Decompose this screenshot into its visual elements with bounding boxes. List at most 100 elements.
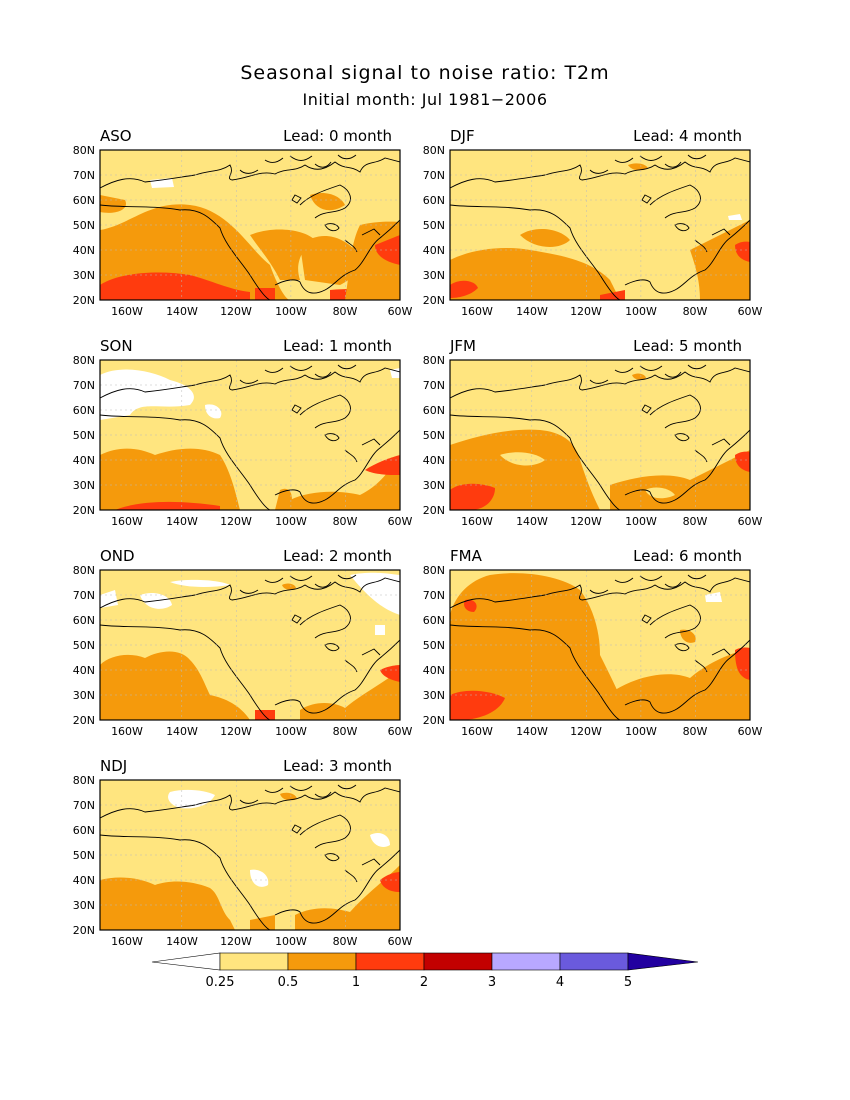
lon-ticks: 160W 140W 120W 100W 80W 60W [111, 515, 412, 528]
colorbar-tick-label: 4 [556, 975, 564, 990]
map-frame [99, 779, 401, 931]
lat-label: 20N [73, 924, 95, 937]
panel-season-label: SON [100, 337, 133, 355]
lon-label: 140W [166, 515, 198, 528]
lat-label: 20N [423, 714, 445, 727]
colorbar-tick-label: 3 [488, 975, 496, 990]
figure-title: Seasonal signal to noise ratio: T2m [240, 62, 610, 84]
panel-season-label: OND [100, 547, 135, 565]
lat-label: 20N [73, 714, 95, 727]
lon-label: 60W [388, 725, 413, 738]
lat-ticks: 80N 70N 60N 50N 40N 30N 20N [423, 564, 445, 727]
lat-label: 30N [423, 269, 445, 282]
panel-lead-label: Lead: 1 month [283, 337, 392, 355]
lon-label: 120W [220, 725, 252, 738]
lat-label: 70N [73, 379, 95, 392]
lat-label: 50N [423, 219, 445, 232]
colorbar-segment [491, 952, 561, 971]
map-frame [99, 149, 401, 301]
grid-lines [450, 570, 750, 720]
lon-ticks: 160W 140W 120W 100W 80W 60W [111, 305, 412, 318]
lon-label: 60W [388, 305, 413, 318]
panel-aso: ASO Lead: 0 month [73, 127, 413, 318]
map-frame [449, 569, 751, 721]
lon-label: 140W [166, 725, 198, 738]
colorbar: 0.25 0.5 1 2 3 4 5 [151, 952, 699, 990]
panel-ond: OND Lead: 2 month [73, 547, 413, 738]
lon-label: 60W [738, 305, 763, 318]
lon-label: 120W [570, 305, 602, 318]
panel-lead-label: Lead: 5 month [633, 337, 742, 355]
lat-label: 70N [423, 379, 445, 392]
panel-son: SON Lead: 1 month [73, 337, 413, 528]
figure-subtitle: Initial month: Jul 1981−2006 [302, 90, 548, 109]
lat-label: 60N [423, 404, 445, 417]
map-frame [99, 359, 401, 511]
lon-label: 100W [625, 725, 657, 738]
lon-label: 160W [111, 725, 143, 738]
panel-season-label: JFM [449, 337, 476, 355]
colorbar-segment [355, 952, 425, 971]
lon-label: 60W [738, 515, 763, 528]
coastlines [450, 574, 750, 720]
grid-lines [100, 780, 400, 930]
lat-label: 20N [73, 294, 95, 307]
lat-label: 70N [73, 589, 95, 602]
lat-label: 30N [73, 689, 95, 702]
panel-season-label: ASO [100, 127, 132, 145]
lon-label: 60W [388, 935, 413, 948]
colorbar-tick-label: 0.25 [206, 975, 235, 990]
lat-label: 50N [423, 639, 445, 652]
lon-label: 100W [275, 515, 307, 528]
coastlines [100, 154, 400, 300]
lat-label: 70N [423, 169, 445, 182]
colorbar-tick-label: 1 [352, 975, 360, 990]
colorbar-tick-label: 2 [420, 975, 428, 990]
lat-label: 20N [423, 504, 445, 517]
lon-label: 160W [461, 515, 493, 528]
lat-label: 30N [423, 689, 445, 702]
coastlines [450, 364, 750, 510]
lon-label: 120W [220, 305, 252, 318]
colorbar-segment [219, 952, 289, 971]
panel-lead-label: Lead: 0 month [283, 127, 392, 145]
lon-label: 100W [275, 935, 307, 948]
grid-lines [450, 150, 750, 300]
lon-label: 140W [516, 305, 548, 318]
lat-label: 60N [73, 614, 95, 627]
panel-season-label: FMA [450, 547, 483, 565]
panel-djf: DJF Lead: 4 month [423, 127, 763, 318]
grid-lines [100, 360, 400, 510]
panel-season-label: NDJ [100, 757, 127, 775]
lat-label: 70N [423, 589, 445, 602]
lat-label: 60N [423, 614, 445, 627]
colorbar-segment [151, 952, 221, 971]
lon-ticks: 160W 140W 120W 100W 80W 60W [111, 935, 412, 948]
lat-label: 40N [73, 874, 95, 887]
lat-label: 30N [73, 479, 95, 492]
lon-label: 60W [738, 725, 763, 738]
grid-lines [100, 570, 400, 720]
coastlines [450, 154, 750, 300]
lon-ticks: 160W 140W 120W 100W 80W 60W [461, 305, 762, 318]
lat-label: 20N [73, 504, 95, 517]
lat-label: 80N [73, 354, 95, 367]
lat-label: 60N [73, 404, 95, 417]
lat-label: 50N [73, 639, 95, 652]
lat-label: 40N [73, 664, 95, 677]
lon-label: 160W [461, 725, 493, 738]
colorbar-segment [287, 952, 357, 971]
lat-label: 80N [73, 774, 95, 787]
lon-ticks: 160W 140W 120W 100W 80W 60W [461, 725, 762, 738]
lat-label: 60N [423, 194, 445, 207]
lat-label: 30N [73, 899, 95, 912]
grid-lines [450, 360, 750, 510]
coastlines [100, 784, 400, 930]
lon-label: 80W [333, 515, 358, 528]
lat-label: 80N [423, 564, 445, 577]
panel-lead-label: Lead: 6 month [633, 547, 742, 565]
lat-label: 40N [423, 664, 445, 677]
lon-label: 100W [625, 305, 657, 318]
map-frame [99, 569, 401, 721]
